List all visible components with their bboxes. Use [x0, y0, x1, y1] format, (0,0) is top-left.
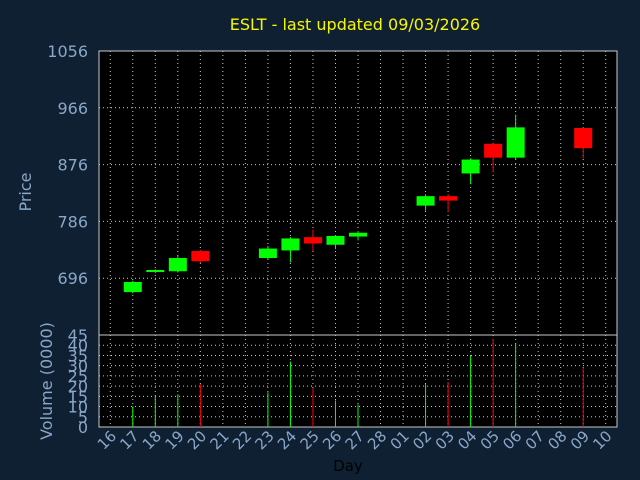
candle-body-down: [191, 251, 210, 262]
candles: [123, 114, 593, 294]
x-tick-label: 10: [589, 427, 615, 453]
volume-tick-label: 45: [68, 326, 88, 345]
volume-tick-label: 35: [68, 346, 88, 365]
candle-body-up: [461, 159, 480, 174]
candle-body-up: [416, 196, 435, 206]
candle-body-up: [281, 238, 300, 251]
volume-tick-label: 10: [68, 398, 88, 417]
volume-tick-label: 40: [68, 336, 88, 355]
candle-body-up: [349, 232, 367, 237]
candle-body-up: [258, 248, 277, 259]
price-tick-label: 966: [57, 99, 88, 118]
price-panel: [98, 50, 618, 336]
candle-body-up: [168, 258, 187, 272]
chart-title: ESLT - last updated 09/03/2026: [230, 15, 480, 34]
volume-tick-label: 30: [68, 357, 88, 376]
volume-tick-label: 5: [78, 408, 88, 427]
volume-axis-label: Volume (0000): [37, 322, 56, 440]
price-tick-label: 1056: [47, 42, 88, 61]
candle-body-down: [484, 143, 503, 158]
candle-body-up: [146, 269, 165, 272]
price-tick-label: 876: [57, 156, 88, 175]
candle-body-down: [439, 196, 458, 201]
price-axis-label: Price: [16, 172, 35, 211]
candle-body-up: [506, 127, 525, 158]
candle-body-down: [574, 127, 593, 149]
volume-bars: [132, 339, 584, 427]
x-axis-label: Day: [333, 457, 363, 475]
candle-body-up: [123, 281, 142, 293]
volume-tick-label: 20: [68, 377, 88, 396]
volume-tick-label: 0: [78, 418, 88, 437]
candle-body-up: [326, 235, 345, 245]
volume-tick-label: 25: [68, 367, 88, 386]
volume-tick-label: 15: [68, 387, 88, 406]
price-tick-label: 786: [57, 212, 88, 231]
price-tick-label: 696: [57, 269, 88, 288]
candle-body-down: [303, 237, 322, 244]
